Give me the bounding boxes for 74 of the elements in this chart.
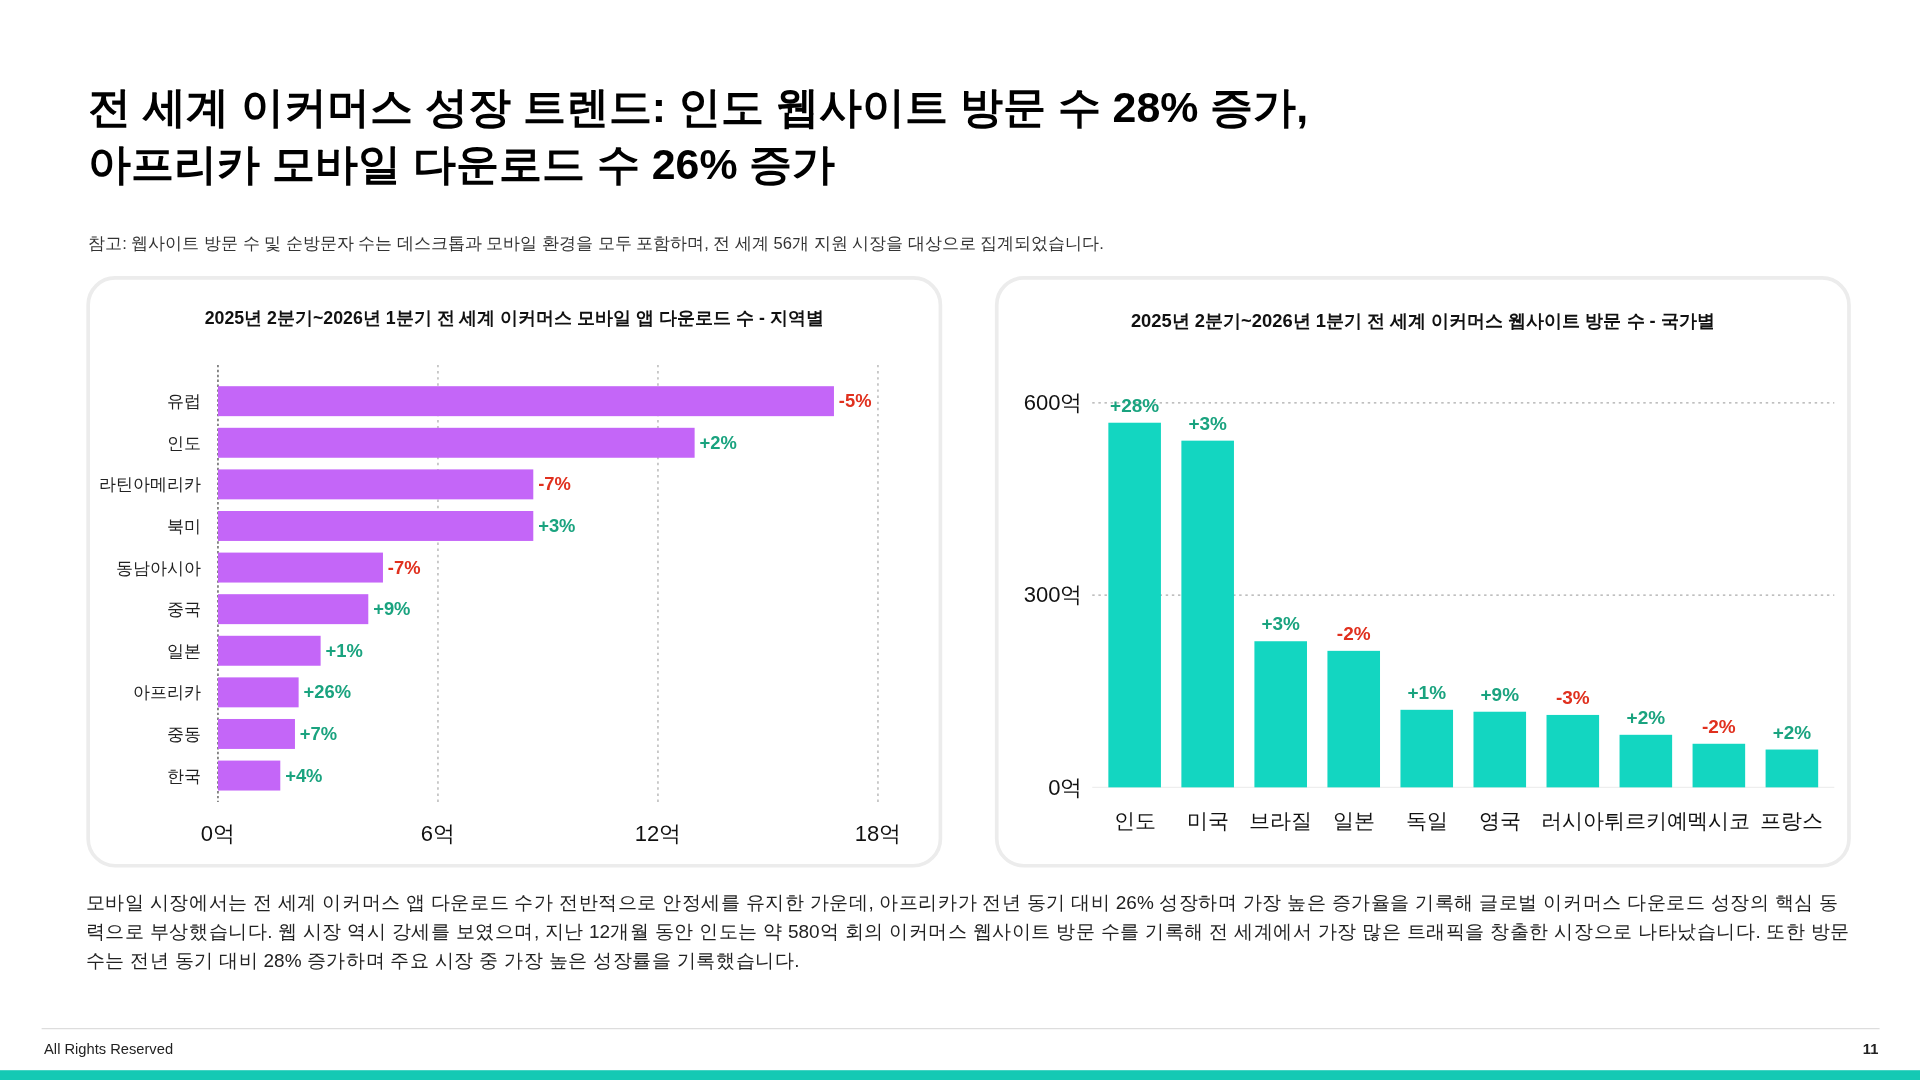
bar [1181, 440, 1234, 788]
y-tick-label: 일본 [166, 641, 201, 661]
annotation: +28% [1110, 394, 1160, 416]
bar [1108, 422, 1161, 788]
annotation: +3% [538, 515, 576, 537]
text: All Rights Reserved [44, 1041, 174, 1058]
annotation: +2% [1772, 721, 1812, 743]
annotation: +4% [285, 764, 323, 786]
annotation: -5% [838, 390, 872, 412]
annotation: -3% [1555, 686, 1590, 708]
annotation: -7% [538, 473, 571, 495]
x-tick-label: 영국 [1478, 808, 1521, 833]
y-tick-label: 인도 [166, 433, 201, 453]
annotation: -7% [387, 556, 421, 578]
text: 모바일 시장에서는 전 세계 이커머스 앱 다운로드 수가 전반적으로 안정세를 유지한 가운데, 아프리카가 전년 동기 대비 26% 성장하며 가장 높은 증가율을 기록해 글로벌 이커머스 다운로드 성장의 핵심 동력으로 부상했습니다. 웹 시장 역시 강세를 보였으며, 지난 12개월 동안 인도는 약 580억 회의 이커머스 웹사이트 방문 수를 기록해 전 세계에서 가장 많은 트래픽을 창출한 시장으로 나타났습니다. 또한 방문 수는 전년 동기 대비 28% 증가하며 주요 시장 중 가장 높은 성장률을 기록했습니다. [85, 890, 1851, 973]
bar [1619, 734, 1673, 788]
y-tick-label: 유럽 [166, 392, 201, 412]
x-tick-label: 멕시코 [1687, 808, 1751, 833]
bar [217, 594, 369, 625]
x-tick-label: 6억 [420, 821, 456, 847]
x-tick-label: 러시아 [1541, 808, 1605, 833]
x-tick-label: 독일 [1405, 808, 1448, 833]
x-tick-label: 18억 [854, 821, 902, 847]
bar [1400, 709, 1454, 788]
annotation: +9% [1480, 683, 1520, 705]
annotation: +1% [1407, 681, 1447, 703]
x-tick-label: 브라질 [1249, 808, 1313, 833]
annotation: +3% [1261, 613, 1301, 635]
y-tick-label: 300억 [1023, 582, 1083, 608]
x-tick-label: 인도 [1113, 808, 1156, 833]
annotation: +7% [299, 723, 338, 745]
annotation: +3% [1188, 412, 1228, 434]
y-tick-label: 중동 [166, 725, 201, 745]
x-tick-label: 0억 [200, 821, 236, 847]
x-tick-label: 미국 [1186, 808, 1229, 833]
y-tick-label: 라틴아메리카 [98, 475, 201, 495]
text: 11 [1862, 1041, 1879, 1058]
y-tick-label: 중국 [166, 600, 201, 620]
annotation: +1% [325, 639, 363, 661]
annotation: +26% [303, 681, 351, 703]
annotation: +2% [1626, 706, 1666, 728]
bar [1692, 743, 1746, 788]
annotation: +9% [373, 598, 411, 620]
bar [1327, 650, 1381, 788]
y-tick-label: 0억 [1048, 774, 1083, 800]
bar [1473, 711, 1527, 788]
bar [217, 427, 695, 458]
y-tick-label: 동남아시아 [115, 558, 201, 578]
y-tick-label: 600억 [1023, 390, 1083, 416]
text: 전 세계 이커머스 성장 트렌드: 인도 웹사이트 방문 수 28% 증가, 아프리카 모바일 다운로드 수 26% 증가 [88, 83, 1309, 188]
annotation: -2% [1701, 715, 1736, 737]
bar [217, 386, 834, 417]
x-tick-label: 튀르키예 [1603, 808, 1688, 833]
text: 참고: 웹사이트 방문 수 및 순방문자 수는 데스크톱과 모바일 환경을 모두 포함하며, 전 세계 56개 지원 시장을 대상으로 집계되었습니다. [88, 233, 1104, 253]
x-tick-label: 프랑스 [1760, 808, 1824, 833]
bar [217, 718, 295, 749]
y-tick-label: 북미 [166, 517, 201, 537]
chart-title: 2025년 2분기~2026년 1분기 전 세계 이커머스 모바일 앱 다운로드 수 - 지역별 [204, 308, 824, 329]
x-tick-label: 12억 [634, 821, 682, 847]
bar [217, 552, 383, 583]
y-tick-label: 한국 [166, 766, 201, 786]
bar [1765, 749, 1819, 788]
annotation: -2% [1336, 622, 1371, 644]
bar [217, 677, 299, 708]
bar [1254, 641, 1307, 788]
bar [217, 469, 534, 500]
bar [1546, 714, 1600, 788]
bar [217, 635, 321, 666]
bar [217, 510, 534, 541]
chart-title: 2025년 2분기~2026년 1분기 전 세계 이커머스 웹사이트 방문 수 - 국가별 [1130, 309, 1715, 331]
y-tick-label: 아프리카 [132, 683, 201, 703]
bar [217, 760, 281, 791]
annotation: +2% [699, 431, 737, 453]
x-tick-label: 일본 [1332, 808, 1375, 833]
